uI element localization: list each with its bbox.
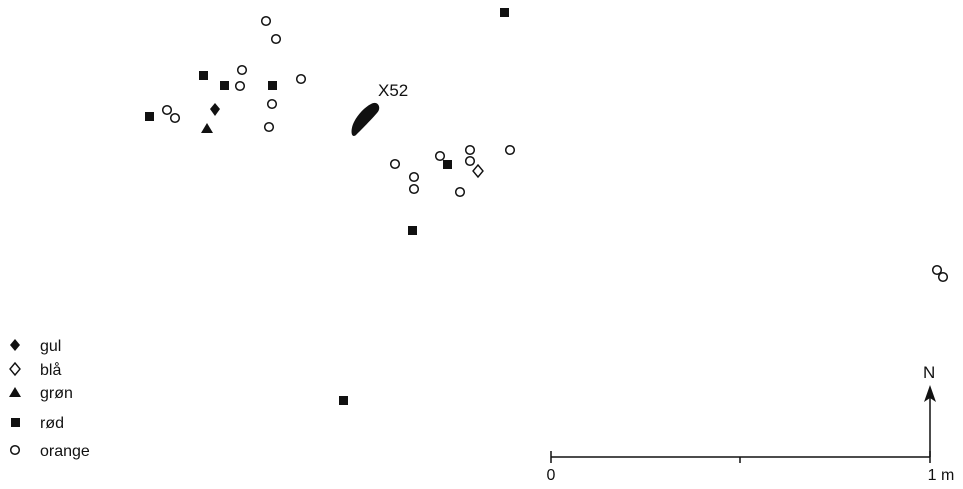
filled-triangle-icon [9, 387, 21, 397]
find-markers [145, 8, 949, 405]
scale-bar-end-label: 1 m [928, 467, 955, 484]
open-diamond-icon [9, 361, 21, 377]
orange-find-marker [234, 80, 246, 92]
legend-label-bla: blå [40, 361, 61, 379]
orange-find-marker [236, 64, 248, 76]
orange-find-marker [931, 264, 943, 276]
scale-bar-start-label: 0 [547, 467, 556, 484]
rod-find-marker [339, 396, 348, 405]
north-arrow-icon [924, 385, 936, 402]
rod-find-marker [199, 71, 208, 80]
legend-label-gul: gul [40, 338, 61, 355]
orange-find-marker [408, 183, 420, 195]
orange-find-marker [464, 144, 476, 156]
orange-find-marker [169, 112, 181, 124]
orange-find-marker [260, 15, 272, 27]
filled-diamond-icon [10, 339, 20, 351]
orange-find-marker [454, 186, 466, 198]
orange-find-marker [408, 171, 420, 183]
feature-x52-outline [351, 102, 380, 136]
rod-find-marker [443, 160, 452, 169]
orange-find-marker [389, 158, 401, 170]
gul-find-marker [210, 103, 220, 116]
legend: gul blå grøn rød orange [9, 338, 90, 460]
orange-find-marker [504, 144, 516, 156]
orange-find-marker [266, 98, 278, 110]
gron-find-marker [201, 123, 213, 133]
rod-find-marker [145, 112, 154, 121]
legend-label-rod: rød [40, 415, 64, 432]
rod-find-marker [408, 226, 417, 235]
scale-bar: 0 1 m [547, 451, 955, 484]
feature-x52-label: X52 [378, 81, 408, 100]
rod-find-marker [268, 81, 277, 90]
filled-square-icon [11, 418, 20, 427]
rod-find-marker [220, 81, 229, 90]
open-circle-icon [9, 444, 21, 456]
orange-find-marker [464, 155, 476, 167]
orange-find-marker [295, 73, 307, 85]
rod-find-marker [500, 8, 509, 17]
north-arrow-label: N [923, 363, 935, 382]
orange-find-marker [161, 104, 173, 116]
orange-find-marker [937, 271, 949, 283]
feature-x52: X52 [351, 81, 408, 136]
legend-label-orange: orange [40, 443, 90, 460]
legend-label-gron: grøn [40, 385, 73, 402]
north-arrow: N [923, 363, 936, 457]
orange-find-marker [270, 33, 282, 45]
orange-find-marker [263, 121, 275, 133]
bla-find-marker [472, 163, 484, 179]
orange-find-marker [434, 150, 446, 162]
